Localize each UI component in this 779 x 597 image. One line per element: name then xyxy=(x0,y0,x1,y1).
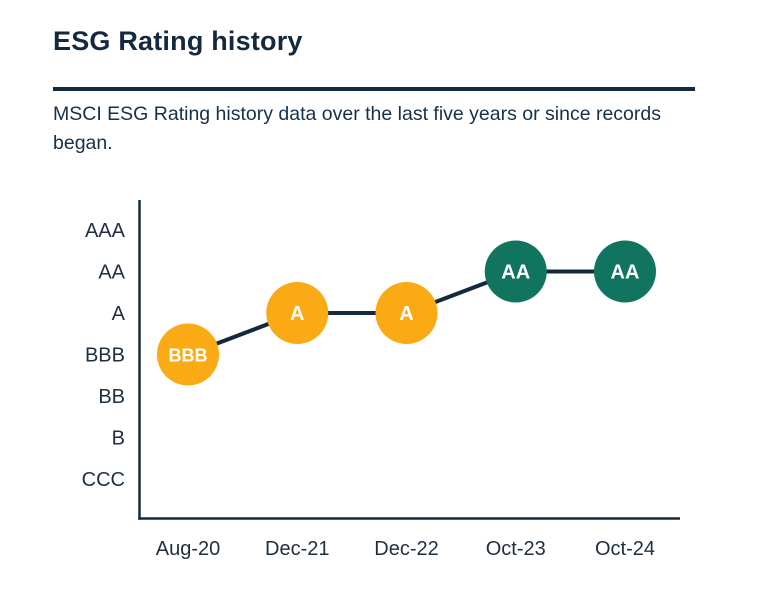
x-axis-tick-label: Dec-22 xyxy=(374,538,438,560)
y-axis-tick-label: BB xyxy=(98,386,125,408)
y-axis-tick-label: A xyxy=(112,303,126,325)
rating-point-label: AA xyxy=(501,262,530,284)
rating-point-label: BBB xyxy=(169,346,208,366)
page-subtitle: MSCI ESG Rating history data over the la… xyxy=(53,103,661,154)
x-axis-tick-label: Dec-21 xyxy=(265,538,329,560)
y-axis-tick-label: AAA xyxy=(85,220,126,242)
title-divider xyxy=(53,87,695,91)
x-axis-tick-label: Oct-23 xyxy=(486,538,546,560)
x-axis-tick-label: Aug-20 xyxy=(156,538,221,560)
y-axis-tick-label: BBB xyxy=(85,345,125,367)
rating-point-oct-24 xyxy=(594,240,656,303)
rating-point-dec-21 xyxy=(266,282,329,344)
rating-point-label: A xyxy=(290,303,304,325)
rating-point-dec-22 xyxy=(375,282,438,344)
x-axis-tick-label: Oct-24 xyxy=(595,538,655,560)
y-axis-tick-label: CCC xyxy=(82,469,125,491)
page-title: ESG Rating history xyxy=(53,26,303,56)
y-axis-tick-label: AA xyxy=(98,262,125,284)
y-axis-tick-label: B xyxy=(112,428,125,450)
rating-point-aug-20 xyxy=(157,323,219,386)
rating-point-label: A xyxy=(399,303,413,325)
rating-point-oct-23 xyxy=(484,240,547,303)
rating-point-label: AA xyxy=(611,262,640,284)
